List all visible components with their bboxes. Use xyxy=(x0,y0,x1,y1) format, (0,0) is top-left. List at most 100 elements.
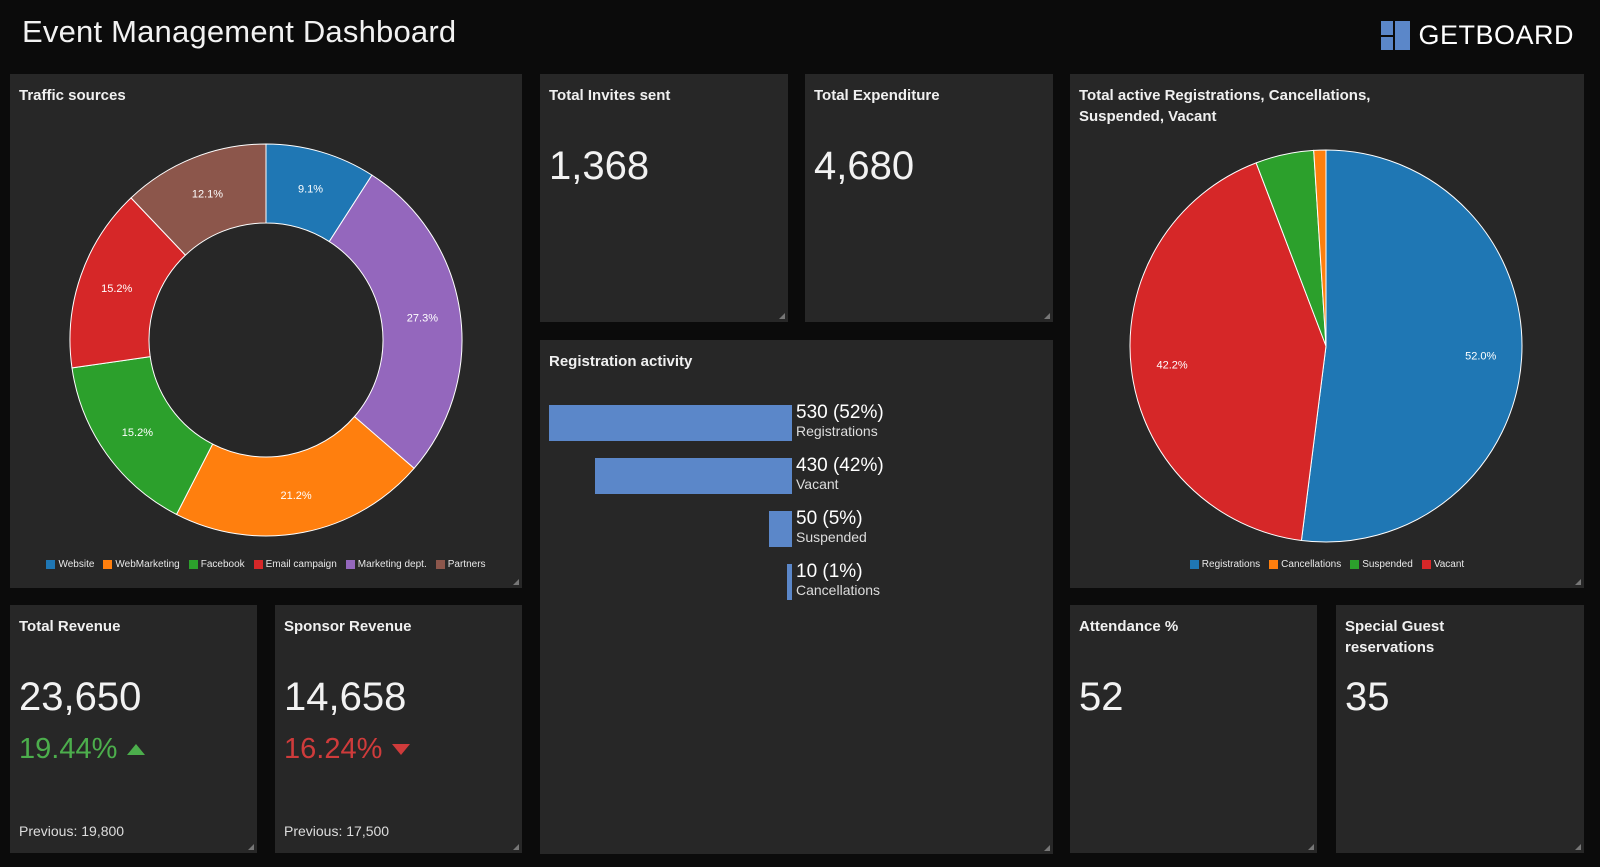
widget-title: Attendance % xyxy=(1079,618,1179,635)
registration-status-pie-chart[interactable]: 52.0% 42.2% xyxy=(1070,74,1584,588)
legend-item-marketing-dept[interactable]: Marketing dept. xyxy=(345,559,427,570)
legend-swatch xyxy=(1350,560,1360,569)
widget-title: Sponsor Revenue xyxy=(284,618,412,635)
resize-handle[interactable] xyxy=(1308,844,1314,850)
legend-item-facebook[interactable]: Facebook xyxy=(188,559,245,570)
arrow-down-icon xyxy=(392,744,411,755)
bar-category-label: Cancellations xyxy=(796,582,881,598)
resize-handle[interactable] xyxy=(1044,845,1050,851)
bar-value-label: 530 (52%) xyxy=(796,402,884,423)
getboard-logo-icon xyxy=(1381,21,1411,50)
expenditure-value: 4,680 xyxy=(814,144,915,188)
slice-label-registrations: 52.0% xyxy=(1465,351,1496,363)
legend-swatch xyxy=(103,560,113,569)
resize-handle[interactable] xyxy=(513,844,519,850)
special-guest-widget[interactable]: Special Guest reservations 35 xyxy=(1336,605,1584,853)
legend-swatch xyxy=(253,560,263,569)
slice-marketing-dept[interactable] xyxy=(328,174,463,470)
attendance-widget[interactable]: Attendance % 52 xyxy=(1070,605,1317,853)
legend-swatch xyxy=(46,560,56,569)
slice-webmarketing[interactable] xyxy=(175,415,415,537)
legend-item-suspended[interactable]: Suspended xyxy=(1350,559,1413,570)
legend-swatch xyxy=(1189,560,1199,569)
total-invites-widget[interactable]: Total Invites sent 1,368 xyxy=(540,74,788,322)
legend-label: Website xyxy=(58,559,95,570)
widget-title: Special Guest reservations xyxy=(1345,618,1445,656)
page-title: Event Management Dashboard xyxy=(22,14,457,49)
brand-logo[interactable]: GETBOARD xyxy=(1381,20,1574,51)
legend-swatch xyxy=(188,560,198,569)
total-revenue-change: 19.44% xyxy=(19,733,146,766)
bar-suspended[interactable] xyxy=(769,511,792,547)
bar-value-label: 430 (42%) xyxy=(796,455,884,476)
legend-item-cancellations[interactable]: Cancellations xyxy=(1269,559,1341,570)
widget-title: Total Expenditure xyxy=(814,87,940,104)
bar-category-label: Registrations xyxy=(796,423,878,439)
bar-cancellations[interactable] xyxy=(787,564,792,600)
widget-title: Total Invites sent xyxy=(549,87,671,104)
funnel-row-vacant[interactable]: 430 (42%) Vacant xyxy=(540,455,1053,501)
registration-funnel-chart: 530 (52%) Registrations 430 (42%) Vacant 50 … xyxy=(540,402,1053,622)
legend-item-email-campaign[interactable]: Email campaign xyxy=(253,559,337,570)
previous-value: Previous: 19,800 xyxy=(19,823,125,839)
chart-legend: Registrations Cancellations Suspended Vacan… xyxy=(1070,559,1584,570)
widget-title: Registration activity xyxy=(549,353,693,370)
legend-swatch xyxy=(345,560,355,569)
invites-value: 1,368 xyxy=(549,144,650,188)
legend-label: Cancellations xyxy=(1281,559,1342,570)
resize-handle[interactable] xyxy=(1575,579,1581,585)
legend-item-vacant[interactable]: Vacant xyxy=(1421,559,1464,570)
funnel-row-registrations[interactable]: 530 (52%) Registrations xyxy=(540,402,1053,448)
registration-status-widget[interactable]: Total active Registrations, Cancellation… xyxy=(1070,74,1584,588)
change-percent: 19.44% xyxy=(19,733,118,765)
sponsor-revenue-widget[interactable]: Sponsor Revenue 14,658 16.24% Previous: … xyxy=(275,605,522,853)
resize-handle[interactable] xyxy=(1575,844,1581,850)
legend-label: Email campaign xyxy=(265,559,337,570)
slice-registrations[interactable] xyxy=(1300,149,1523,543)
funnel-row-suspended[interactable]: 50 (5%) Suspended xyxy=(540,508,1053,554)
legend-item-webmarketing[interactable]: WebMarketing xyxy=(103,559,180,570)
sponsor-revenue-value: 14,658 xyxy=(284,675,407,719)
legend-label: Suspended xyxy=(1362,559,1413,570)
slice-cancellations[interactable] xyxy=(1313,149,1327,347)
slice-partners[interactable] xyxy=(130,143,267,256)
widget-title: Traffic sources xyxy=(19,87,126,104)
slice-label-webmarketing: 21.2% xyxy=(280,490,311,502)
attendance-value: 52 xyxy=(1079,675,1124,719)
slice-vacant[interactable] xyxy=(1129,162,1327,542)
legend-item-partners[interactable]: Partners xyxy=(435,559,486,570)
traffic-donut-chart[interactable]: 9.1% 27.3% 21.2% 15.2% 15.2% 12.1% xyxy=(10,74,522,588)
legend-swatch xyxy=(1421,560,1431,569)
slice-label-vacant: 42.2% xyxy=(1157,359,1188,371)
legend-item-website[interactable]: Website xyxy=(46,559,94,570)
slice-label-marketing-dept: 27.3% xyxy=(407,313,438,325)
brand-name: GETBOARD xyxy=(1418,20,1574,50)
legend-label: WebMarketing xyxy=(115,559,180,570)
registration-activity-widget[interactable]: Registration activity 530 (52%) Registrat… xyxy=(540,340,1053,854)
legend-label: Partners xyxy=(447,559,486,570)
traffic-sources-widget[interactable]: Traffic sources 9.1% 27.3% 21.2% 15.2% 15.2%… xyxy=(10,74,522,588)
legend-item-registrations[interactable]: Registrations xyxy=(1189,559,1261,570)
funnel-row-cancellations[interactable]: 10 (1%) Cancellations xyxy=(540,561,1053,607)
bar-value-label: 50 (5%) xyxy=(796,508,863,529)
widget-title: Total Revenue xyxy=(19,618,121,635)
bar-registrations[interactable] xyxy=(549,405,792,441)
slice-label-facebook: 15.2% xyxy=(122,427,153,439)
special-guest-value: 35 xyxy=(1345,675,1390,719)
legend-label: Registrations xyxy=(1201,559,1261,570)
bar-category-label: Vacant xyxy=(796,476,839,492)
total-revenue-widget[interactable]: Total Revenue 23,650 19.44% Previous: 19… xyxy=(10,605,257,853)
resize-handle[interactable] xyxy=(1044,313,1050,319)
legend-swatch xyxy=(435,560,445,569)
previous-value: Previous: 17,500 xyxy=(284,823,390,839)
resize-handle[interactable] xyxy=(248,844,254,850)
resize-handle[interactable] xyxy=(513,579,519,585)
bar-category-label: Suspended xyxy=(796,529,867,545)
legend-label: Marketing dept. xyxy=(357,559,427,570)
slice-label-website: 9.1% xyxy=(298,183,323,195)
chart-legend: Website WebMarketing Facebook Email campaig… xyxy=(10,559,522,570)
bar-vacant[interactable] xyxy=(594,458,792,494)
total-expenditure-widget[interactable]: Total Expenditure 4,680 xyxy=(805,74,1053,322)
resize-handle[interactable] xyxy=(779,313,785,319)
slice-label-email-campaign: 15.2% xyxy=(101,283,132,295)
